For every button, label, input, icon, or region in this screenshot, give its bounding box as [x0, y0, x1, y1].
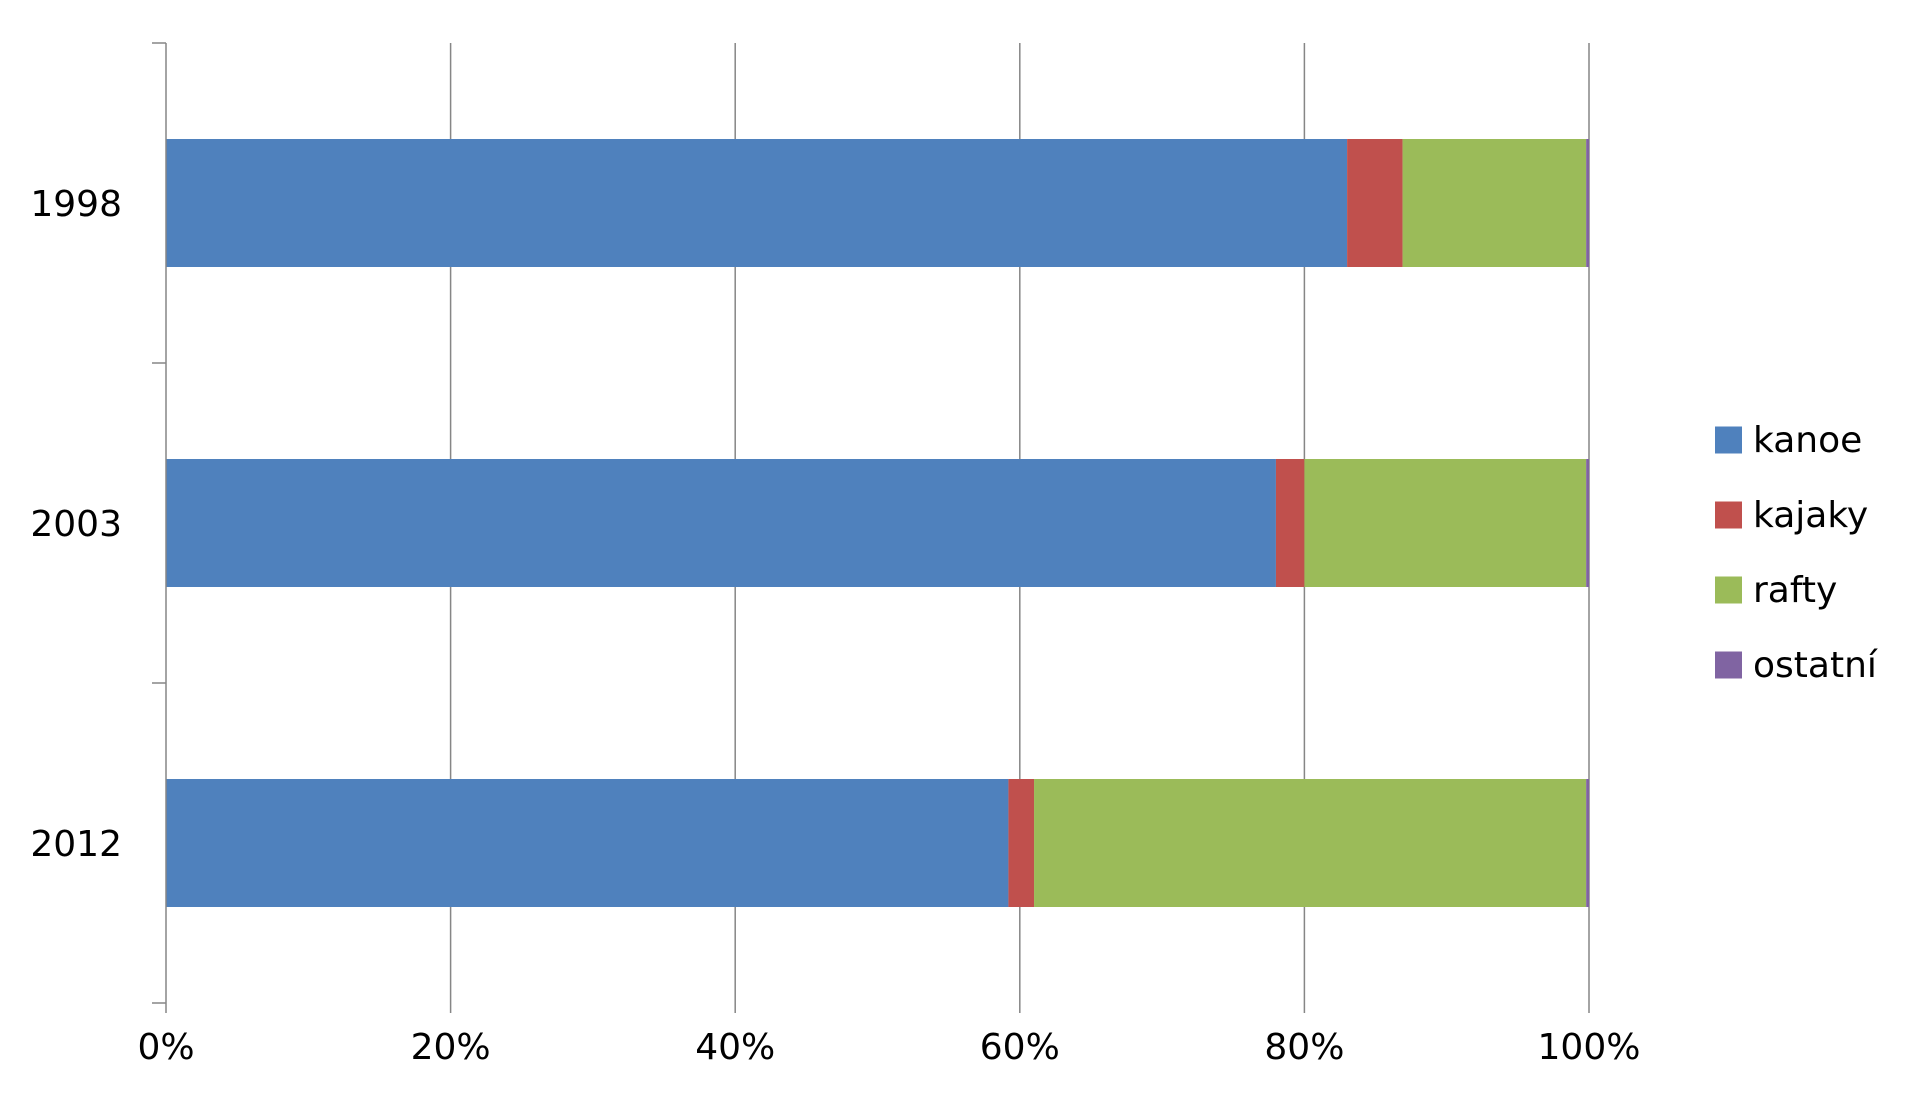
- bar-segment-rafty-2003: [1304, 459, 1587, 587]
- legend: kanoe kajaky rafty ostatní: [1715, 420, 1878, 686]
- legend-label: kajaky: [1753, 495, 1868, 536]
- bar-segment-kajaky-1998: [1347, 139, 1403, 267]
- legend-label: ostatní: [1753, 645, 1878, 686]
- x-tick-label: 80%: [1264, 1027, 1344, 1068]
- y-category-label: 2012: [30, 824, 122, 865]
- legend-label: rafty: [1753, 570, 1837, 611]
- bar-segment-ostatní-1998: [1586, 139, 1589, 267]
- x-tick-label: 40%: [695, 1027, 775, 1068]
- bar-segment-rafty-2012: [1034, 779, 1587, 907]
- legend-swatch-kajaky: [1715, 501, 1742, 529]
- legend-label: kanoe: [1753, 420, 1862, 461]
- bar-segment-kanoe-1998: [166, 139, 1348, 267]
- legend-swatch-rafty: [1715, 576, 1742, 604]
- bars-layer: [166, 139, 1589, 907]
- x-tick-label: 20%: [411, 1027, 491, 1068]
- x-tick-label: 60%: [980, 1027, 1060, 1068]
- y-category-label: 1998: [30, 184, 122, 225]
- bar-segment-kanoe-2003: [166, 459, 1276, 587]
- legend-swatch-kanoe: [1715, 426, 1742, 454]
- axes-layer: 0% 20% 40% 60% 80% 100% 1998 2003 2012: [30, 42, 1641, 1068]
- y-category-label: 2003: [30, 504, 122, 545]
- bar-segment-rafty-1998: [1402, 139, 1587, 267]
- bar-segment-kajaky-2003: [1275, 459, 1305, 587]
- x-tick-label: 0%: [137, 1027, 194, 1068]
- bar-segment-kajaky-2012: [1008, 779, 1035, 907]
- bar-segment-kanoe-2012: [166, 779, 1009, 907]
- bar-segment-ostatní-2012: [1586, 779, 1589, 907]
- x-tick-label: 100%: [1538, 1027, 1641, 1068]
- bar-segment-ostatní-2003: [1586, 459, 1589, 587]
- legend-swatch-ostatní: [1715, 651, 1742, 679]
